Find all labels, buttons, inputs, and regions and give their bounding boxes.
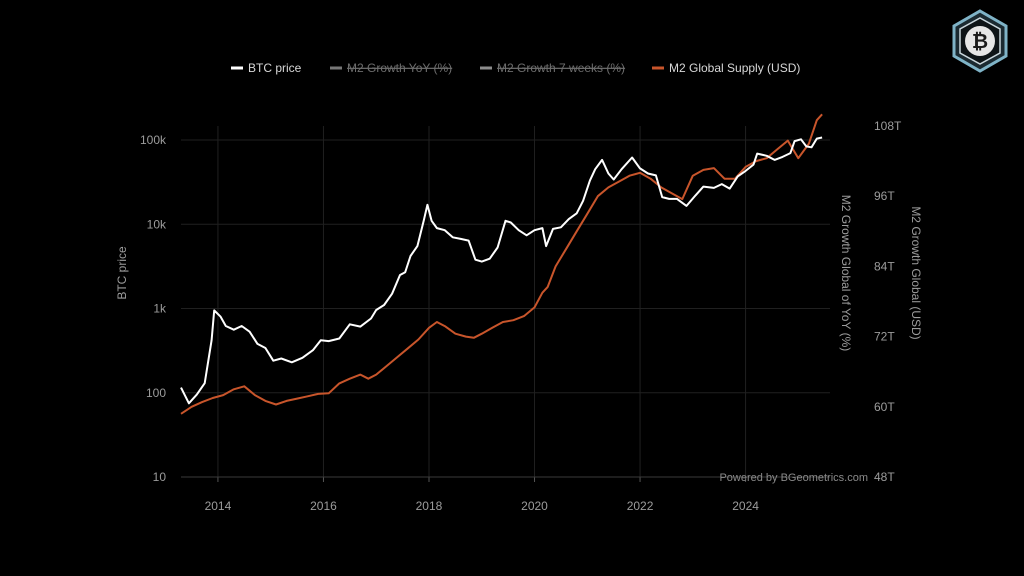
- y-right-tick-label: 96T: [874, 189, 895, 203]
- y-axis-right-title-1: M2 Growth Global of YoY (%): [839, 195, 853, 352]
- grid: [181, 126, 830, 478]
- y-left-tick-label: 100k: [140, 133, 167, 147]
- y-right-tick-label: 60T: [874, 400, 895, 414]
- y-axis-left: 10 100 1k 10k 100k: [140, 133, 167, 484]
- y-axis-right-title-2: M2 Growth Global (USD): [909, 206, 923, 339]
- x-axis: 2014 2016 2018 2020 2022 2024: [181, 476, 830, 513]
- x-tick-label: 2018: [416, 499, 443, 513]
- y-left-tick-label: 100: [146, 386, 166, 400]
- y-left-tick-label: 1k: [153, 302, 167, 316]
- bitcoin-glyph: ₿: [972, 29, 988, 53]
- series-layer: [180, 113, 823, 415]
- y-right-tick-label: 108T: [874, 119, 902, 133]
- y-right-tick-label: 72T: [874, 330, 895, 344]
- x-tick-label: 2016: [310, 499, 337, 513]
- y-axis-right: 48T 60T 72T 84T 96T 108T: [874, 119, 902, 484]
- y-right-tick-label: 48T: [874, 470, 895, 484]
- x-tick-label: 2024: [732, 499, 759, 513]
- y-right-tick-label: 84T: [874, 259, 895, 273]
- y-left-tick-label: 10k: [147, 217, 167, 231]
- m2-global-supply-line: [180, 113, 823, 415]
- legend-item[interactable]: M2 Growth YoY (%): [347, 61, 452, 75]
- legend-item[interactable]: M2 Global Supply (USD): [669, 61, 800, 75]
- y-left-tick-label: 10: [153, 470, 167, 484]
- bitcoin-badge-icon: ₿: [948, 9, 1012, 73]
- legend-item[interactable]: BTC price: [248, 61, 302, 75]
- x-tick-label: 2020: [521, 499, 548, 513]
- legend-item[interactable]: M2 Growth 7 weeks (%): [497, 61, 625, 75]
- legend: BTC price M2 Growth YoY (%) M2 Growth 7 we…: [231, 61, 800, 75]
- btc-price-line: [180, 136, 823, 405]
- x-tick-label: 2014: [205, 499, 232, 513]
- y-axis-left-title: BTC price: [115, 246, 129, 300]
- x-tick-label: 2022: [627, 499, 654, 513]
- credit-text: Powered by BGeometrics.com: [719, 472, 868, 484]
